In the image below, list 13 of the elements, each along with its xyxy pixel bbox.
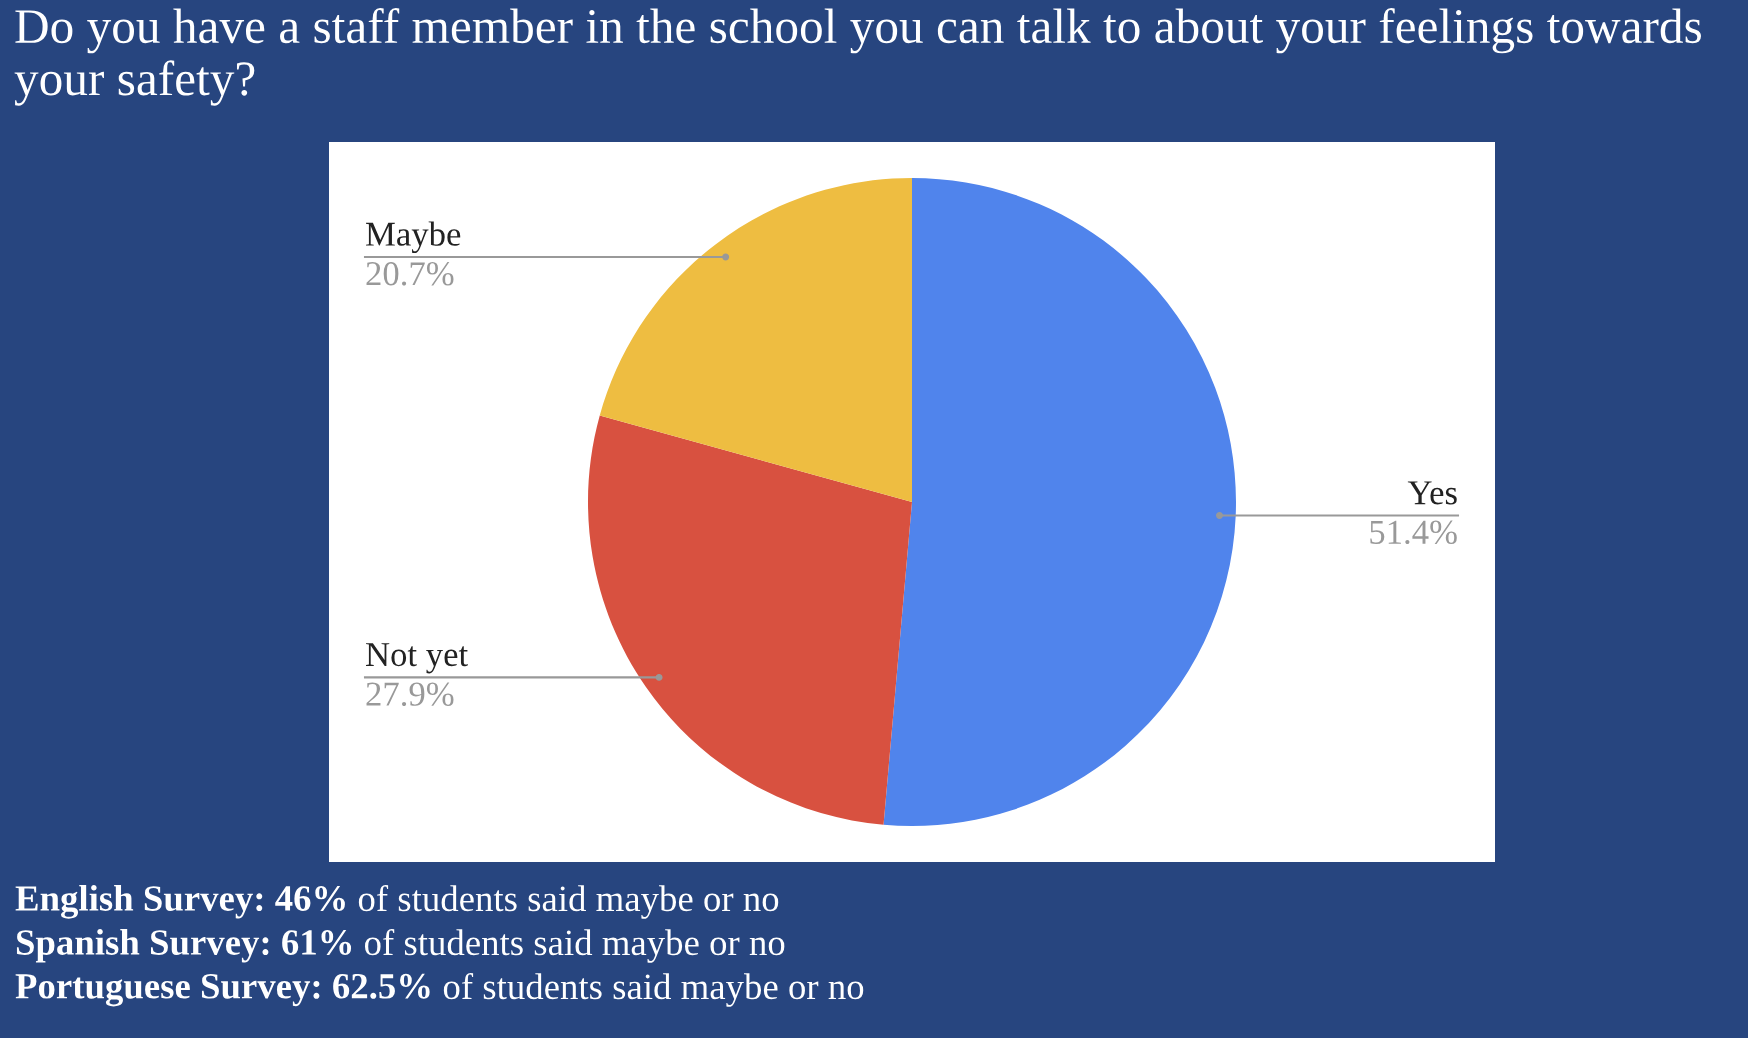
text: Portuguese Survey: 62.5% of students said maybe or no	[15, 973, 864, 1007]
slice-label: Not yet	[366, 643, 468, 674]
chart-title: Do you have a staff member in the school you can talk to about your feelings towards your safety?	[14, 8, 1701, 106]
pie-slice	[883, 178, 1236, 826]
slice-label: Yes	[1407, 481, 1457, 505]
data-label: 20.7%	[366, 262, 454, 286]
slice-label: Maybe	[366, 221, 461, 254]
text: Spanish Survey: 61% of students said maybe or no	[16, 929, 785, 963]
data-label: 51.4%	[1370, 520, 1457, 545]
pie-slice	[588, 415, 912, 825]
pie-slice	[599, 178, 912, 502]
data-label: 27.9%	[366, 682, 454, 706]
text: English Survey: 46% of students said maybe or no	[15, 885, 779, 919]
